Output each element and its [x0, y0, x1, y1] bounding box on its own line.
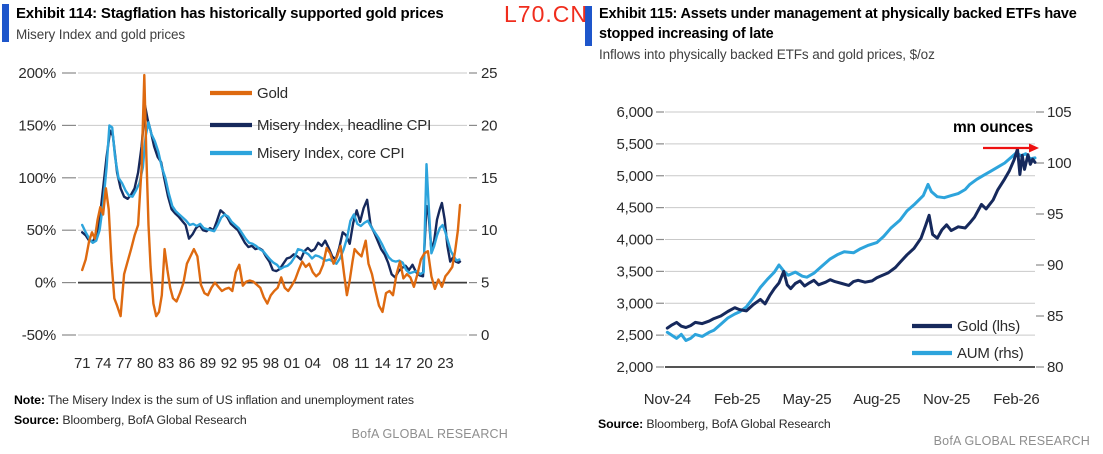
y-axis-left-label: 4,500 [616, 200, 653, 217]
y-axis-right-label: 15 [481, 170, 497, 187]
legend-label: Gold (lhs) [957, 318, 1020, 335]
y-axis-left-label: 2,000 [616, 359, 653, 376]
y-axis-right-label: 0 [481, 327, 489, 344]
series-gold-lhs- [665, 147, 1037, 330]
x-axis-label: 98 [263, 355, 279, 372]
legend-label: AUM (rhs) [957, 345, 1024, 362]
y-axis-left-label: 100% [18, 170, 56, 187]
note-text: The Misery Index is the sum of US inflat… [48, 393, 414, 407]
x-axis-label: 77 [116, 355, 132, 372]
x-axis-label: 20 [416, 355, 432, 372]
x-axis-label: 95 [242, 355, 258, 372]
misery-index-gold-chart: 200% 150% 100% 50% 0% -50% 25 20 15 10 5 0 71 74 77 80 8… [18, 65, 497, 372]
y-axis-left-label: 2,500 [616, 327, 653, 344]
source-text-left: Bloomberg, BofA Global Research [62, 412, 247, 427]
exhibit-115-title: Exhibit 115: Assets under management at … [599, 6, 1077, 42]
x-axis-label: 74 [95, 355, 111, 372]
y-axis-left-label: 4,000 [616, 232, 653, 249]
y-axis-right-label: 95 [1047, 206, 1063, 223]
series-misery-index-core-cpi [81, 121, 461, 276]
y-axis-right-label: 85 [1047, 308, 1063, 325]
exhibit-114-subtitle: Misery Index and gold prices [16, 27, 186, 43]
y-axis-left-label: 200% [18, 65, 56, 82]
legend-label: Misery Index, headline CPI [257, 117, 431, 134]
x-axis-label: 17 [395, 355, 411, 372]
x-axis-label: 01 [284, 355, 300, 372]
legend-label: Misery Index, core CPI [257, 145, 404, 162]
x-axis-label: 23 [437, 355, 453, 372]
x-axis-label: 89 [200, 355, 216, 372]
y-axis-left-label: 6,000 [616, 104, 653, 121]
x-axis-label: Nov-24 [644, 391, 691, 408]
x-axis-label: 80 [137, 355, 153, 372]
source-text-right: Bloomberg, BofA Global Research [646, 417, 831, 431]
exhibit-115-header: Exhibit 115: Assets under management at … [599, 5, 1096, 62]
exhibit-115-footnotes: Source: Bloomberg, BofA Global Research [598, 415, 831, 435]
y-axis-left-label: 5,000 [616, 168, 653, 185]
series-misery-index-headline-cpi [81, 104, 462, 279]
x-axis-label: Feb-26 [993, 391, 1039, 408]
x-axis-label: Feb-25 [714, 391, 760, 408]
x-axis-label: 71 [74, 355, 90, 372]
x-axis-label: 04 [305, 355, 321, 372]
y-axis-left-label: -50% [22, 327, 56, 344]
x-axis-label: Nov-25 [923, 391, 970, 408]
annotation-mn-ounces: mn ounces [953, 119, 1033, 136]
y-axis-left-label: 5,500 [616, 136, 653, 153]
note-label: Note: [14, 393, 45, 407]
y-axis-right-label: 100 [1047, 155, 1071, 172]
exhibit-114-header: Exhibit 114: Stagflation has historicall… [16, 4, 496, 42]
watermark: L70.CN [504, 1, 588, 27]
exhibit-115-accent-bar [585, 6, 592, 46]
x-axis-label: 92 [221, 355, 237, 372]
x-axis-label: 14 [374, 355, 390, 372]
source-label-left: Source: [14, 412, 60, 427]
y-axis-left-label: 3,000 [616, 295, 653, 312]
x-axis-label: May-25 [783, 391, 832, 408]
y-axis-right-label: 10 [481, 222, 497, 239]
y-axis-left-label: 150% [18, 117, 56, 134]
y-axis-right-label: 20 [481, 117, 497, 134]
y-axis-left-label: 0% [35, 275, 56, 292]
legend-label: Gold [257, 85, 288, 102]
y-axis-right-label: 25 [481, 65, 497, 82]
series-gold [81, 73, 462, 318]
exhibit-114-title: Exhibit 114: Stagflation has historicall… [16, 5, 444, 22]
exhibit-114-footnotes: Note: The Misery Index is the sum of US … [14, 391, 414, 431]
y-axis-left-label: 50% [27, 222, 56, 239]
x-axis-label: 11 [354, 355, 369, 372]
note-line: Note: The Misery Index is the sum of US … [14, 391, 414, 411]
x-axis-label: 08 [332, 355, 348, 372]
source-line-right: Source: Bloomberg, BofA Global Research [598, 415, 831, 435]
y-axis-right-label: 80 [1047, 359, 1063, 376]
exhibit-115-subtitle: Inflows into physically backed ETFs and … [599, 47, 935, 63]
bofa-brand-right: BofA GLOBAL RESEARCH [933, 434, 1090, 448]
x-axis-label: 86 [179, 355, 195, 372]
source-line-left: Source: Bloomberg, BofA Global Research [14, 411, 414, 431]
exhibit-114-accent-bar [2, 4, 9, 42]
bofa-brand-left: BofA GLOBAL RESEARCH [351, 427, 508, 441]
y-axis-right-label: 90 [1047, 257, 1063, 274]
series-aum-rhs- [665, 151, 1037, 342]
x-axis-label: 83 [158, 355, 174, 372]
annotation-arrow-head [1029, 143, 1039, 153]
x-axis-label: Aug-25 [853, 391, 900, 408]
etf-aum-gold-chart: 6,000 5,500 5,000 4,500 4,000 3,500 3,000 2,500… [616, 104, 1071, 408]
source-label-right: Source: [598, 417, 644, 431]
y-axis-left-label: 3,500 [616, 263, 653, 280]
y-axis-right-label: 5 [481, 275, 489, 292]
y-axis-right-label: 105 [1047, 104, 1071, 121]
